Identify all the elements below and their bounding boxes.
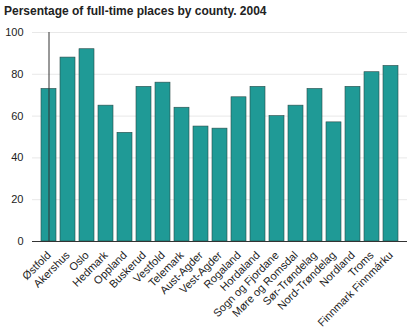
svg-text:40: 40	[11, 151, 23, 163]
svg-text:Akershus: Akershus	[31, 248, 72, 289]
html-text:Persentage of full-time places: Persentage of full-time places by county…	[4, 4, 267, 18]
svg-text:60: 60	[11, 110, 23, 122]
svg-text:20: 20	[11, 193, 23, 205]
svg-text:Vest-Agder: Vest-Agder	[176, 248, 224, 296]
svg-text:Buskerud: Buskerud	[106, 248, 148, 291]
svg-text:Finnmark Finnmárku: Finnmark Finnmárku	[315, 249, 395, 329]
svg-text:Rogaland: Rogaland	[201, 248, 243, 291]
svg-text:Vestfold: Vestfold	[130, 248, 167, 285]
svg-text:Hordaland: Hordaland	[217, 248, 262, 294]
svg-text:0: 0	[17, 235, 23, 247]
svg-text:Møre og Romsdal: Møre og Romsdal	[229, 248, 300, 319]
svg-text:Sør-Trøndelag: Sør-Trøndelag	[260, 248, 319, 308]
svg-text:100: 100	[5, 26, 23, 38]
svg-text:Aust-Agder: Aust-Agder	[157, 248, 205, 297]
svg-text:Nord-Trøndelag: Nord-Trøndelag	[274, 248, 338, 312]
svg-text:Telemark: Telemark	[145, 248, 186, 289]
svg-text:Østfold: Østfold	[19, 248, 53, 282]
svg-text:Nordland: Nordland	[316, 248, 357, 289]
svg-text:Oslo: Oslo	[66, 248, 91, 274]
svg-text:Troms: Troms	[345, 248, 376, 279]
svg-text:Hedmark: Hedmark	[69, 248, 110, 289]
svg-text:Sogn og Fjordane: Sogn og Fjordane	[210, 248, 281, 320]
svg-text:Oppland: Oppland	[91, 248, 129, 287]
svg-text:80: 80	[11, 68, 23, 80]
